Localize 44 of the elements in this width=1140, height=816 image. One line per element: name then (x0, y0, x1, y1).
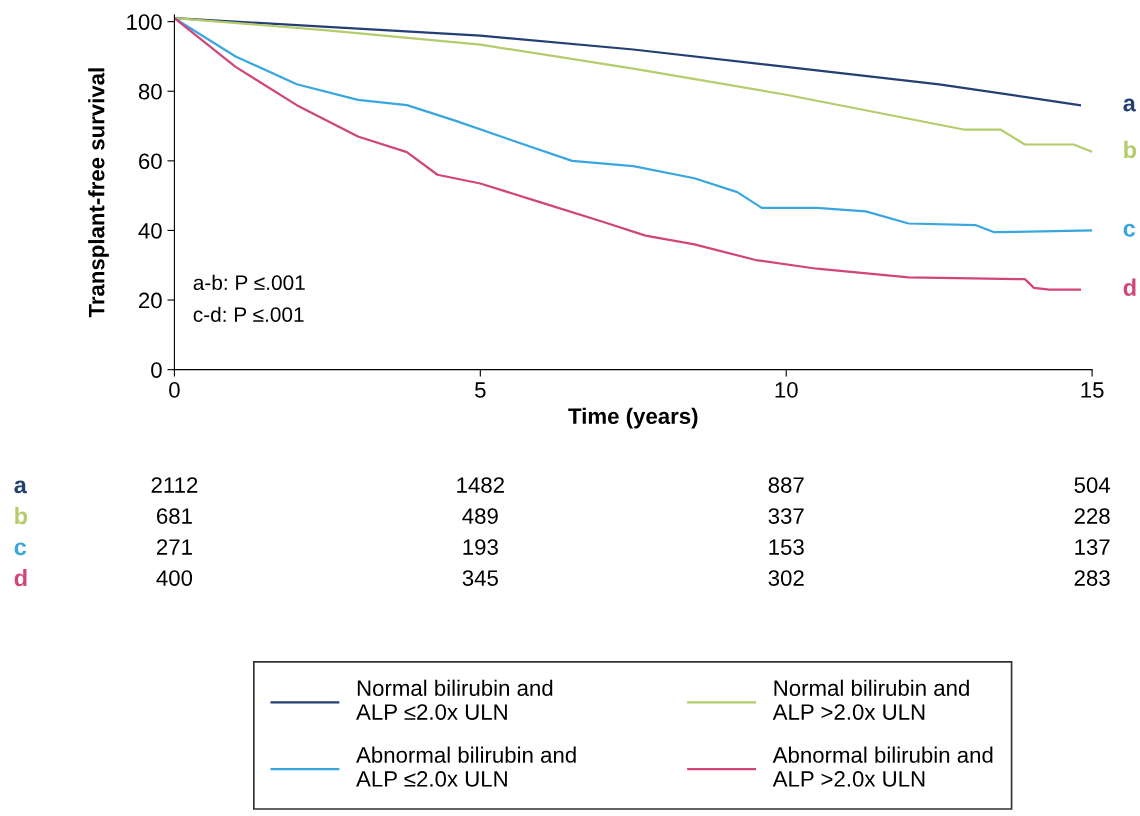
text: 283 (1074, 570, 1110, 586)
text: c (1123, 223, 1136, 237)
text: c (14, 542, 27, 556)
x-tick-label: 15 (1081, 382, 1104, 398)
x-tick-label: 0 (169, 382, 180, 398)
line-series (174, 17, 1081, 291)
text: 153 (769, 539, 804, 555)
line-series (174, 17, 1093, 153)
text: 271 (157, 539, 192, 555)
y-tick-label: 20 (139, 292, 162, 309)
y-tick-label: 60 (139, 153, 162, 170)
text: d (14, 568, 27, 587)
text: 489 (462, 508, 498, 524)
annotation: c-d: P ≤.001 (193, 306, 304, 322)
text: 302 (768, 570, 804, 586)
x-axis-title: Time (years) (568, 407, 698, 429)
text: 228 (1074, 508, 1110, 524)
legend-label: Normal bilirubin and ALP >2.0x ULN (772, 679, 969, 720)
y-tick-label: 80 (138, 83, 162, 100)
text: d (1123, 278, 1136, 296)
text: 681 (157, 508, 192, 524)
text: 345 (462, 570, 498, 586)
y-tick-label: 0 (151, 362, 162, 378)
text: 137 (1075, 539, 1110, 555)
text: 337 (768, 508, 804, 524)
text: 193 (463, 539, 498, 555)
text: a (1123, 98, 1136, 112)
y-axis-title: Transplant-free survival (88, 68, 109, 318)
x-tick-label: 5 (475, 382, 486, 398)
legend-label: Abnormal bilirubin and ALP >2.0x ULN (772, 746, 993, 787)
y-tick-label: 40 (138, 222, 162, 239)
text: 887 (768, 477, 804, 493)
text: a (14, 480, 27, 494)
text: b (1124, 140, 1137, 159)
text: 2112 (151, 477, 198, 493)
annotation: a-b: P ≤.001 (193, 274, 305, 291)
text: 1482 (457, 477, 504, 493)
legend-label: Normal bilirubin and ALP ≤2.0x ULN (356, 679, 553, 720)
text: b (15, 506, 28, 525)
y-tick-label: 100 (127, 14, 162, 30)
text: 504 (1074, 477, 1111, 493)
text: 400 (156, 570, 193, 586)
legend-label: Abnormal bilirubin and ALP ≤2.0x ULN (356, 746, 576, 787)
x-tick-label: 10 (775, 382, 798, 398)
